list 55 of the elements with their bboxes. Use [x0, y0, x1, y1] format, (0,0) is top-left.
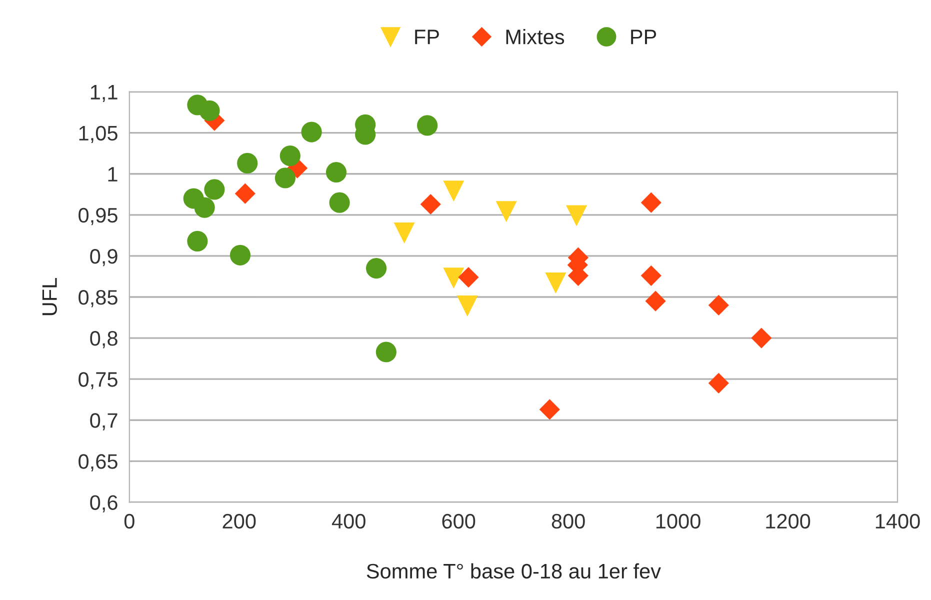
- y-tick-label: 1,1: [90, 85, 118, 102]
- y-tick-label: 1,05: [79, 126, 118, 144]
- point: [376, 342, 396, 362]
- point: [539, 399, 560, 420]
- y-tick-label: 0,9: [90, 248, 118, 266]
- point: [394, 222, 415, 244]
- point: [234, 183, 256, 204]
- point: [187, 230, 208, 252]
- x-axis-title: Somme T° base 0-18 au 1er fev: [366, 563, 661, 579]
- legend-label: PP: [631, 30, 656, 44]
- x-tick-label: 600: [442, 514, 476, 529]
- x-tick-label: 1000: [656, 514, 700, 529]
- y-tick-label: 0,7: [90, 413, 118, 430]
- point: [640, 192, 662, 213]
- point: [545, 272, 566, 294]
- x-tick-label: 1200: [766, 514, 810, 529]
- y-tick-label: 0,95: [78, 208, 118, 226]
- point: [443, 268, 464, 289]
- point: [456, 295, 478, 317]
- point: [274, 168, 296, 188]
- x-tick-label: 400: [332, 514, 366, 529]
- point: [204, 179, 225, 200]
- point: [640, 265, 662, 286]
- x-tick-label: 1400: [876, 514, 920, 529]
- point: [199, 100, 220, 121]
- x-tick-label: 0: [124, 514, 134, 529]
- point: [708, 294, 729, 316]
- y-tick-label: 0,6: [90, 495, 118, 512]
- y-axis-title: UFL: [42, 278, 57, 316]
- point: [751, 328, 772, 348]
- x-tick-label: 800: [552, 514, 585, 529]
- legend-label: FP: [415, 30, 439, 44]
- point: [458, 267, 479, 288]
- point: [237, 152, 258, 174]
- point: [708, 372, 729, 394]
- point: [496, 201, 517, 222]
- point: [280, 146, 300, 166]
- point: [420, 194, 441, 215]
- y-tick-label: 1: [108, 167, 118, 182]
- y-tick-label: 0,85: [78, 290, 118, 308]
- point: [230, 244, 251, 266]
- point: [194, 197, 215, 218]
- point: [366, 258, 387, 279]
- point: [566, 205, 588, 226]
- point: [417, 115, 438, 136]
- y-tick-label: 0,8: [90, 331, 118, 348]
- y-tick-label: 0,75: [78, 372, 118, 390]
- point: [329, 192, 350, 213]
- point: [443, 180, 464, 202]
- point: [645, 290, 666, 312]
- point: [301, 122, 322, 142]
- point: [326, 162, 347, 183]
- legend-label: Mixtes: [506, 29, 564, 44]
- y-tick-label: 0,65: [78, 454, 118, 472]
- x-tick-label: 200: [222, 514, 256, 529]
